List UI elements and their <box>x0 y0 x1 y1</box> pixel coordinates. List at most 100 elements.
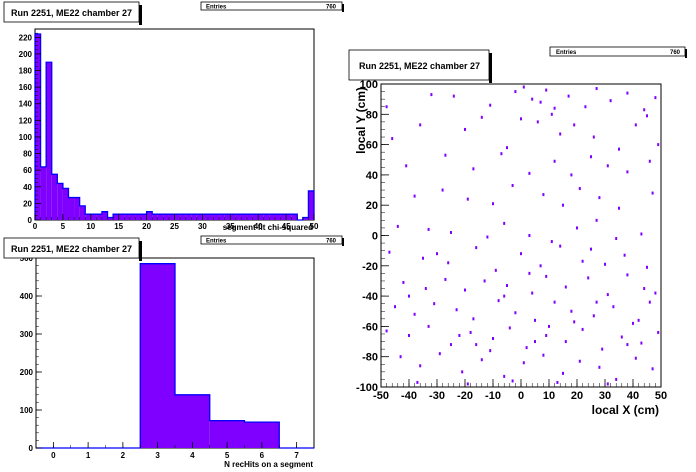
xy-y-axis-label: local Y (cm) <box>354 87 368 154</box>
xy-point <box>542 193 545 197</box>
chi2-x-tick-label: 30 <box>198 222 207 231</box>
xy-point <box>441 188 444 192</box>
chi2-bar <box>157 214 164 220</box>
chi2-x-tick-label: 10 <box>86 222 95 231</box>
xy-point <box>450 230 452 234</box>
chi2-bar <box>152 214 158 220</box>
xy-point <box>525 346 528 350</box>
xy-point <box>534 318 536 322</box>
chi2-bar <box>180 214 186 220</box>
chi2-bar <box>90 214 97 220</box>
chi2-bar <box>79 205 86 220</box>
nhits-x-tick-label: 1 <box>86 451 91 460</box>
xy-point <box>422 256 424 260</box>
xy-point <box>634 123 637 127</box>
chi2-bar <box>230 214 236 220</box>
chi2-y-tick-label: 180 <box>19 67 33 76</box>
nhits-x-tick-label: 0 <box>51 451 56 460</box>
xy-point <box>657 330 660 334</box>
xy-point <box>436 252 438 256</box>
xy-point <box>606 293 609 297</box>
xy-x-tick-label: 10 <box>543 390 555 402</box>
xy-point <box>545 274 548 278</box>
xy-point <box>651 367 654 371</box>
chi2-stats-label: Entries <box>206 5 227 11</box>
xy-point <box>472 167 475 171</box>
xy-panel: Entries 760 -100-80-60-40-20020406080100… <box>348 46 687 417</box>
xy-point <box>654 291 657 295</box>
xy-x-tick-label: -20 <box>457 390 473 402</box>
nhits-y-tick-label: 500 <box>20 254 34 263</box>
chi2-bar <box>207 214 214 220</box>
xy-point <box>545 333 548 337</box>
xy-y-tick-label: 0 <box>372 231 378 243</box>
xy-point <box>520 117 522 121</box>
xy-point <box>480 358 483 362</box>
xy-point <box>548 324 550 328</box>
xy-point <box>452 94 455 98</box>
xy-point <box>646 265 648 269</box>
xy-point <box>438 352 441 356</box>
xy-point <box>413 312 416 316</box>
xy-point <box>567 94 570 98</box>
xy-point <box>562 371 564 375</box>
chi2-bar <box>107 217 114 220</box>
xy-point <box>584 105 587 109</box>
xy-point <box>553 300 556 304</box>
xy-x-tick-label: 40 <box>627 390 639 402</box>
xy-point <box>640 341 643 345</box>
xy-point <box>606 164 609 168</box>
xy-point <box>542 353 545 357</box>
chi2-outline <box>34 33 315 221</box>
xy-point <box>626 343 629 347</box>
xy-y-tick-label: 100 <box>360 79 378 91</box>
xy-point <box>595 87 598 91</box>
xy-x-tick-label: 30 <box>599 390 611 402</box>
nhits-stats-value: 760 <box>326 239 337 245</box>
xy-point <box>500 152 503 156</box>
xy-point <box>408 294 410 298</box>
xy-point <box>550 240 553 244</box>
xy-point <box>450 343 452 347</box>
xy-point <box>648 300 651 304</box>
chi2-bar <box>185 214 192 220</box>
xy-point <box>643 287 646 291</box>
nhits-x-tick-label: 2 <box>121 451 126 460</box>
xy-point <box>545 88 548 92</box>
xy-point <box>489 103 492 107</box>
xy-point <box>536 120 539 124</box>
chi2-bar <box>85 214 91 220</box>
xy-point <box>464 288 466 292</box>
xy-point <box>643 108 646 112</box>
chi2-bar <box>269 214 275 220</box>
chi2-bar <box>247 214 253 220</box>
xy-point <box>528 171 531 175</box>
chi2-bar <box>124 214 130 220</box>
chi2-bar <box>113 214 119 220</box>
chi2-x-tick-label: 15 <box>114 222 123 231</box>
nhits-x-axis-label: N recHits on a segment <box>224 460 313 469</box>
xy-point <box>385 105 388 109</box>
chi2-bar <box>258 214 264 220</box>
chi2-x-tick-label: 50 <box>310 222 319 231</box>
chi2-bar <box>213 214 220 220</box>
xy-point <box>534 340 536 344</box>
chi2-bar <box>163 214 169 220</box>
chi2-bar <box>40 166 47 220</box>
xy-point <box>595 300 598 304</box>
xy-point <box>595 218 598 222</box>
xy-point <box>520 252 522 256</box>
xy-point <box>522 85 525 89</box>
xy-point <box>391 137 394 141</box>
xy-point <box>618 206 620 210</box>
chi2-bar <box>191 214 197 220</box>
xy-point <box>385 329 388 333</box>
xy-y-tick-label: -60 <box>362 321 378 333</box>
xy-point <box>399 355 402 359</box>
xy-point <box>618 147 620 151</box>
chi2-bar <box>224 214 231 220</box>
xy-point <box>615 237 618 241</box>
chi2-x-tick-label: 5 <box>61 222 66 231</box>
chi2-bar <box>219 214 225 220</box>
xy-point <box>506 146 508 150</box>
